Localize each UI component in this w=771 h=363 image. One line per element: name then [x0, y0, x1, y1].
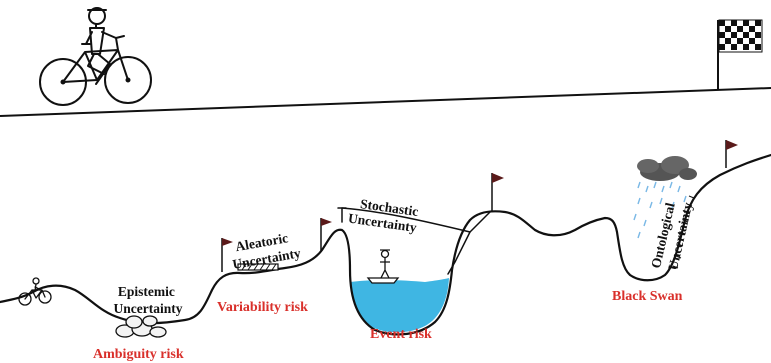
checkered-flag-icon	[717, 19, 763, 90]
ambiguity-risk-label: Ambiguity risk	[93, 347, 184, 362]
rope-bridge	[341, 207, 491, 233]
aleatoric-label: Aleatoric Uncertainty	[228, 228, 302, 272]
black-swan-label: Black Swan	[612, 289, 683, 304]
broken-rope	[447, 231, 471, 275]
rocks-icon	[115, 315, 167, 338]
terrain-line	[0, 153, 771, 336]
event-risk-label: Event risk	[370, 327, 432, 342]
variability-risk-label: Variability risk	[217, 300, 308, 315]
epistemic-label: Epistemic Uncertainty	[114, 284, 183, 316]
bicycle-rider-icon	[39, 7, 152, 106]
stochastic-label: Stochastic Uncertainty	[347, 195, 422, 236]
bridge-post	[337, 207, 347, 223]
red-flag-icon	[221, 238, 233, 272]
hatched-bridge	[237, 263, 279, 271]
ontological-label: Ontological Uncertainty	[648, 197, 695, 274]
red-flag-icon	[491, 173, 504, 212]
boat-person-icon	[366, 249, 400, 284]
smooth-road-line	[0, 87, 771, 117]
water-pool	[350, 278, 449, 333]
small-cyclist-icon	[18, 277, 52, 306]
storm-cloud-icon	[633, 156, 697, 239]
slope-ladder	[672, 195, 695, 269]
red-flag-icon	[725, 140, 738, 168]
red-flag-icon	[320, 218, 332, 252]
